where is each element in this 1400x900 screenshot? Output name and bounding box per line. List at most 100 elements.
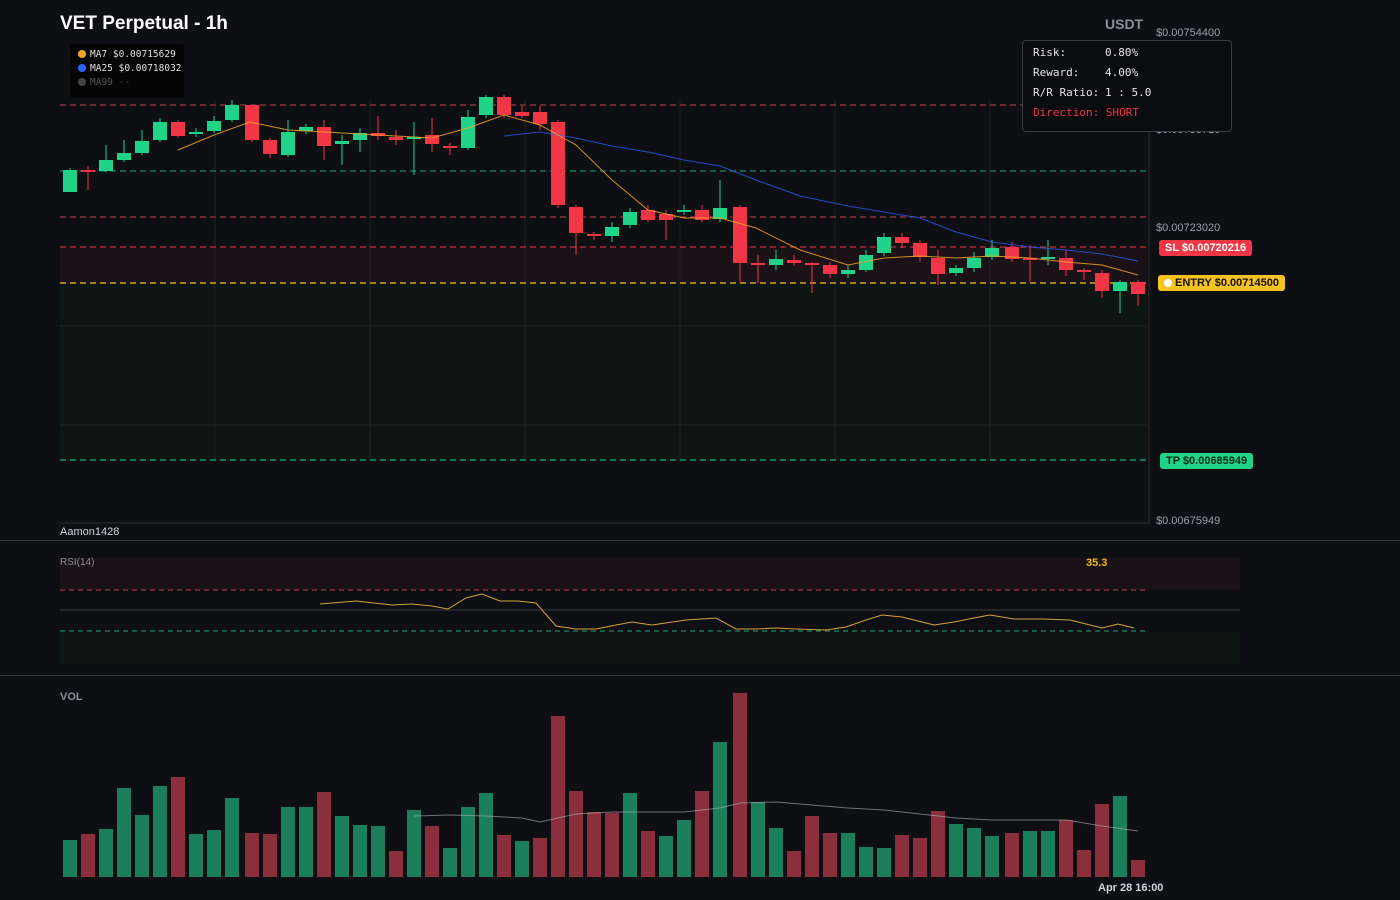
ratio-row: R/R Ratio: 1 : 5.0 [1033,86,1231,106]
candle-body [281,132,295,155]
candle [461,110,475,150]
entry-tag[interactable]: ENTRY $0.00714500 [1158,275,1285,291]
candle-body [787,260,801,263]
volume-bar [677,820,691,877]
candle [985,240,999,260]
candle [317,120,331,160]
candle-body [733,207,747,263]
quote-currency: USDT [1105,16,1144,32]
candle [389,130,403,145]
risk-value: 0.80% [1105,46,1139,59]
candle [171,120,185,138]
volume-bar [769,828,783,877]
volume-bar [443,848,457,877]
volume-bar [931,811,945,877]
volume-bar [317,792,331,877]
legend-ma7-label: MA7 $0.00715629 [90,49,176,60]
volume-bar [967,828,981,877]
volume-bar [841,833,855,877]
legend-ma25-label: MA25 $0.00718032 [90,63,182,74]
candle-body [877,237,891,253]
candle [787,255,801,266]
rsi-oversold-zone [60,632,1240,664]
candle [371,116,385,140]
candle-body [515,112,529,116]
candle [189,128,203,137]
volume-bar [1113,796,1127,877]
volume-bar [425,826,439,877]
candle-body [461,117,475,148]
legend-ma99[interactable]: MA99 -- [78,76,184,90]
candle-body [713,208,727,219]
candle [1023,245,1037,282]
candle-body [967,258,981,268]
tp-zone [60,283,1147,460]
candle [805,262,819,293]
volume-bar [515,841,529,877]
candle-body [207,121,221,131]
volume-bar [859,847,873,877]
volume-bar [299,807,313,877]
candle-body [479,97,493,115]
candle-body [841,270,855,274]
candle [967,252,981,272]
indicator-legend: MA7 $0.00715629 MA25 $0.00718032 MA99 -- [70,44,184,98]
volume-bar [823,833,837,877]
volume-bar [605,813,619,877]
volume-bar [117,788,131,877]
volume-bar [263,834,277,877]
volume-bar [587,812,601,877]
candle [533,106,547,130]
stop-loss-tag[interactable]: SL $0.00720216 [1159,240,1253,256]
candle [913,240,927,262]
volume-bar [353,825,367,877]
candle-body [587,234,601,236]
volume-bar [985,836,999,877]
candle [515,106,529,118]
legend-ma25[interactable]: MA25 $0.00718032 [78,62,184,76]
candle [569,205,583,255]
candle-body [1113,282,1127,291]
pane-separator-volume[interactable] [0,675,1400,676]
candle-body [659,214,673,220]
candle [733,205,747,282]
candle-body [99,160,113,171]
direction-row: Direction: SHORT [1033,106,1231,126]
legend-ma99-label: MA99 -- [90,77,131,88]
candle [407,122,421,175]
candle-body [81,170,95,172]
candle [823,262,837,278]
candle-body [117,153,131,160]
volume-bar [281,807,295,877]
volume-bar [877,848,891,877]
volume-bar [153,786,167,877]
rsi-overbought-zone [60,558,1240,590]
risk-reward-panel: Risk: 0.80% Reward: 4.00% R/R Ratio: 1 : 5.… [1022,40,1232,132]
candle-body [677,210,691,212]
legend-ma7[interactable]: MA7 $0.00715629 [78,48,184,62]
volume-bar [63,840,77,877]
candle [99,145,113,172]
candle-body [425,135,439,144]
candle-body [623,212,637,225]
price-label-bottom: $0.00675949 [1156,515,1221,527]
volume-bar [751,802,765,877]
candle [1113,280,1127,313]
direction-label: Direction: [1033,106,1100,119]
candle [117,140,131,162]
volume-bar [245,833,259,877]
take-profit-tag[interactable]: TP $0.00685949 [1160,453,1254,469]
candle-body [263,140,277,154]
candle [335,135,349,165]
candle [1059,250,1073,276]
candle-body [1005,247,1019,259]
candle-body [189,132,203,134]
candle [1077,268,1091,280]
candle-body [407,137,421,139]
pane-separator-rsi[interactable] [0,540,1400,541]
candle [81,166,95,190]
rsi-value: 35.3 [1086,557,1108,569]
candle [135,130,149,155]
ratio-label: R/R Ratio: [1033,86,1100,99]
